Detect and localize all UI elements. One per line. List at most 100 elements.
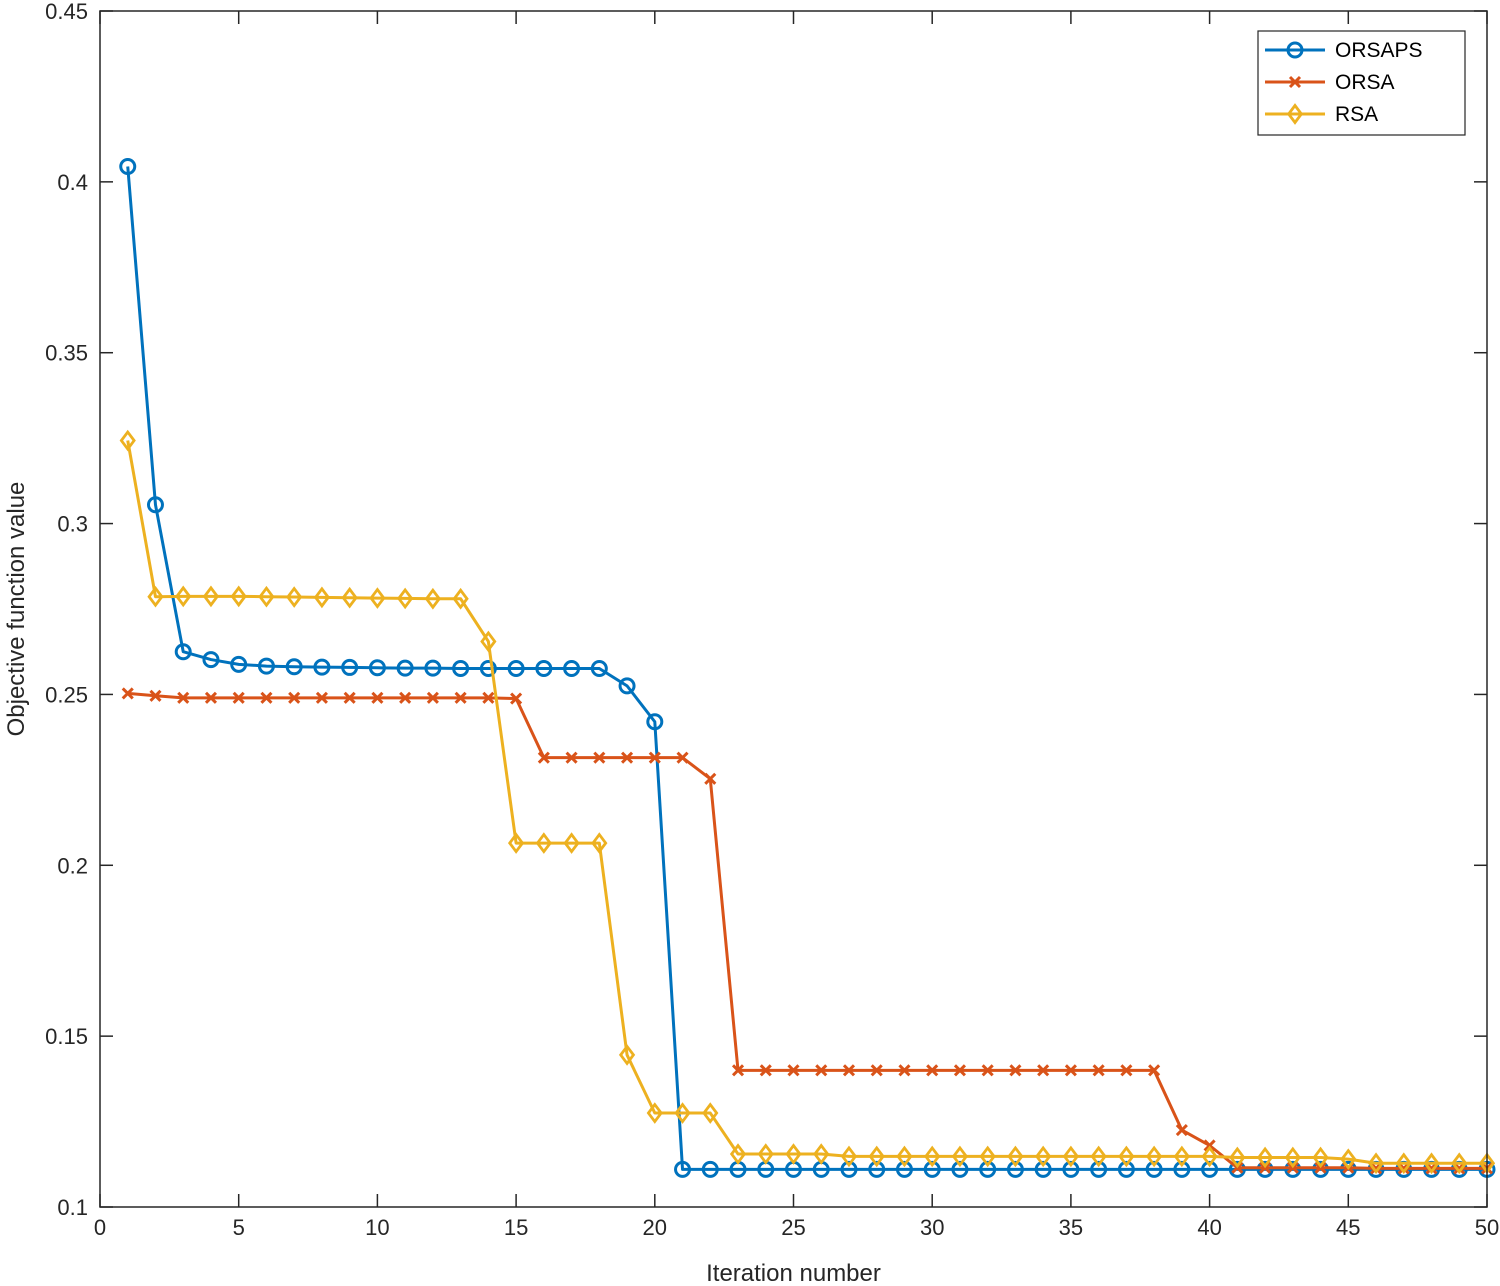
plot-area bbox=[100, 11, 1487, 1207]
ticks-layer: 0 5 10 15 20 25 30 35 40 45 50 0.1 0.15 0.2 0.25 0.3 0.3… bbox=[45, 0, 1499, 1240]
data-point-rsa bbox=[1423, 1152, 1440, 1175]
series-line-orsaps bbox=[126, 166, 1487, 1171]
y-tick-label: 0.45 bbox=[45, 0, 88, 24]
series-layer bbox=[119, 157, 1496, 1178]
series-rsa bbox=[119, 429, 1496, 1175]
legend: ORSAPS ORSA RSA bbox=[1257, 30, 1466, 136]
data-point-orsa bbox=[482, 691, 495, 704]
data-point-orsa bbox=[177, 691, 190, 704]
data-point-rsa bbox=[646, 1102, 663, 1124]
x-tick-label: 10 bbox=[365, 1215, 389, 1240]
data-point-orsa bbox=[288, 691, 301, 704]
data-point-orsaps bbox=[1062, 1160, 1080, 1178]
data-point-rsa bbox=[1007, 1145, 1024, 1168]
y-tick-label: 0.35 bbox=[45, 341, 88, 366]
data-point-rsa bbox=[785, 1143, 802, 1165]
data-point-rsa bbox=[1090, 1145, 1107, 1168]
legend-item-rsa: RSA bbox=[1265, 103, 1378, 126]
data-point-rsa bbox=[979, 1145, 996, 1168]
legend-marker bbox=[1288, 75, 1302, 89]
data-point-rsa bbox=[924, 1145, 941, 1168]
data-point-rsa bbox=[202, 585, 220, 608]
data-point-rsa bbox=[757, 1143, 774, 1165]
data-point-orsa bbox=[731, 1064, 745, 1077]
legend-item-orsa: ORSA bbox=[1265, 71, 1395, 94]
data-point-rsa bbox=[1229, 1146, 1246, 1169]
data-point-orsaps bbox=[535, 659, 553, 677]
data-point-orsaps bbox=[202, 651, 220, 669]
legend-label: ORSA bbox=[1335, 71, 1395, 94]
data-point-rsa bbox=[896, 1145, 913, 1168]
data-point-orsaps bbox=[507, 659, 525, 677]
data-point-orsa bbox=[1064, 1064, 1077, 1077]
data-point-rsa bbox=[1312, 1146, 1329, 1169]
x-tick-label: 5 bbox=[233, 1215, 245, 1240]
x-tick-label: 0 bbox=[94, 1215, 106, 1240]
data-point-orsa bbox=[510, 692, 523, 705]
data-point-orsa bbox=[149, 689, 162, 702]
data-point-orsa bbox=[454, 691, 467, 704]
data-point-orsaps bbox=[840, 1160, 858, 1178]
data-point-orsa bbox=[676, 751, 689, 764]
data-point-orsaps bbox=[479, 659, 497, 677]
data-point-orsa bbox=[1037, 1064, 1050, 1077]
data-point-rsa bbox=[1367, 1152, 1385, 1175]
data-point-rsa bbox=[369, 587, 386, 609]
data-point-orsa bbox=[260, 691, 273, 704]
data-point-rsa bbox=[230, 585, 247, 608]
legend-item-orsaps: ORSAPS bbox=[1265, 39, 1423, 62]
y-tick-label: 0.2 bbox=[57, 853, 88, 878]
data-point-rsa bbox=[1145, 1145, 1163, 1168]
data-point-orsaps bbox=[341, 658, 359, 676]
data-point-orsaps bbox=[1312, 1160, 1330, 1178]
data-point-rsa bbox=[591, 832, 608, 854]
data-point-orsaps bbox=[1145, 1160, 1163, 1178]
data-point-orsa bbox=[426, 691, 439, 704]
data-point-orsa bbox=[371, 691, 384, 704]
data-point-orsa bbox=[704, 772, 717, 785]
data-point-orsa bbox=[593, 751, 606, 764]
data-point-rsa bbox=[147, 585, 164, 608]
data-point-rsa bbox=[1062, 1145, 1080, 1168]
data-point-orsa bbox=[620, 751, 634, 764]
data-point-orsaps bbox=[563, 659, 581, 677]
data-point-orsaps bbox=[146, 496, 164, 514]
data-point-orsaps bbox=[1228, 1160, 1246, 1178]
data-point-rsa bbox=[341, 586, 358, 609]
data-point-orsa bbox=[232, 691, 245, 704]
data-point-orsa bbox=[399, 691, 412, 704]
legend-label: ORSAPS bbox=[1335, 39, 1423, 62]
data-point-orsa bbox=[759, 1064, 772, 1077]
data-point-rsa bbox=[674, 1102, 691, 1124]
data-point-rsa bbox=[951, 1145, 969, 1168]
x-tick-label: 50 bbox=[1475, 1215, 1499, 1240]
data-point-orsa bbox=[204, 691, 218, 704]
data-point-orsaps bbox=[1034, 1160, 1052, 1178]
data-point-orsa bbox=[926, 1064, 939, 1077]
data-point-orsa bbox=[1092, 1064, 1105, 1077]
data-point-orsaps bbox=[618, 677, 636, 695]
data-point-rsa bbox=[1451, 1152, 1468, 1175]
data-point-orsaps bbox=[674, 1160, 692, 1178]
data-point-orsaps bbox=[313, 658, 331, 676]
data-point-orsa bbox=[1203, 1139, 1216, 1152]
data-point-rsa bbox=[563, 832, 580, 854]
data-point-rsa bbox=[535, 832, 552, 854]
data-point-orsaps bbox=[590, 659, 608, 677]
data-point-orsaps bbox=[1117, 1160, 1135, 1178]
data-point-orsaps bbox=[368, 659, 386, 677]
y-tick-label: 0.4 bbox=[57, 170, 88, 195]
data-point-orsa bbox=[537, 751, 550, 764]
data-point-orsa bbox=[1175, 1124, 1188, 1137]
data-point-orsaps bbox=[923, 1160, 941, 1178]
data-point-rsa bbox=[452, 587, 469, 610]
data-point-orsaps bbox=[285, 658, 303, 676]
data-point-orsaps bbox=[701, 1160, 719, 1178]
data-point-rsa bbox=[868, 1145, 885, 1168]
data-point-orsaps bbox=[979, 1160, 997, 1178]
data-point-rsa bbox=[313, 586, 331, 609]
legend-label: RSA bbox=[1335, 103, 1378, 126]
legend-marker bbox=[1286, 103, 1304, 125]
data-point-orsaps bbox=[1173, 1160, 1191, 1178]
data-point-orsa bbox=[1148, 1064, 1161, 1077]
